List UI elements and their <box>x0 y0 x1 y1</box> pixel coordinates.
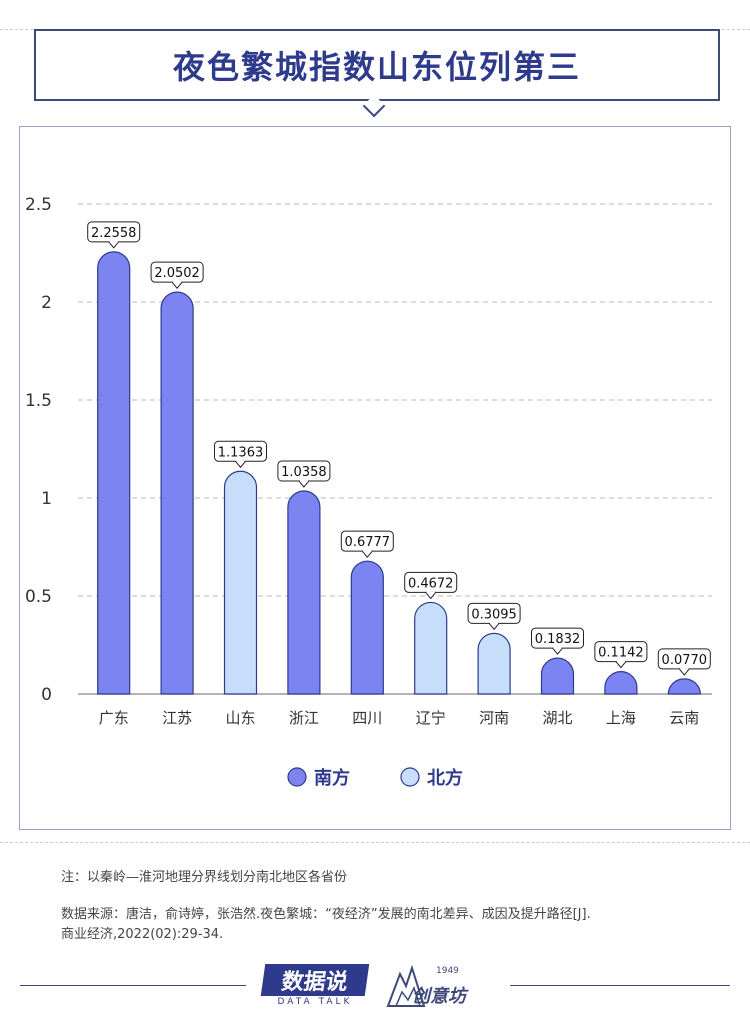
legend-swatch <box>287 767 307 787</box>
bar <box>414 601 448 695</box>
chuangyifang-year: 1949 <box>436 966 459 976</box>
note-text: 注：以秦岭—淮河地理分界线划分南北地区各省份 <box>61 870 348 885</box>
x-tick-label: 湖北 <box>542 709 572 727</box>
value-label-pointer <box>171 281 183 289</box>
x-tick-label: 辽宁 <box>416 709 446 727</box>
x-tick-label: 江苏 <box>162 709 192 727</box>
bar <box>97 251 131 695</box>
data-talk-logo-subtext: DATA TALK <box>277 997 353 1007</box>
mountain-icon <box>386 964 426 1007</box>
data-label: 1.1363 <box>218 445 264 460</box>
footer-rule-left <box>20 985 246 986</box>
data-label: 0.1832 <box>535 632 581 647</box>
y-tick-label: 2.5 <box>25 195 52 215</box>
y-tick-label: 1 <box>41 489 52 509</box>
bar <box>287 490 321 695</box>
bar-chart: 0 0.5 1 1.5 2 2.5 2.2558 广东 2.0502 江苏 1.1363 山东 1.03… <box>25 195 712 789</box>
x-tick-label: 上海 <box>606 709 636 727</box>
chuangyifang-text: 创意坊 <box>412 986 466 1007</box>
data-label: 0.0770 <box>662 653 708 668</box>
x-tick-label: 广东 <box>99 709 129 727</box>
bar <box>223 470 258 695</box>
page-title: 夜色繁城指数山东位列第三 <box>172 48 581 86</box>
bar <box>350 560 384 695</box>
source-text-line2: 商业经济,2022(02):29-34. <box>61 927 224 942</box>
x-tick-label: 山东 <box>225 709 255 727</box>
bar <box>477 632 511 695</box>
data-talk-logo: 数据说 DATA TALK <box>260 964 370 1010</box>
y-tick-label: 0.5 <box>25 587 52 607</box>
value-label-pointer <box>298 480 310 488</box>
data-label: 2.2558 <box>91 226 137 241</box>
value-label-pointer <box>425 592 437 600</box>
legend-label: 南方 <box>314 767 350 789</box>
data-label: 0.1142 <box>598 646 644 661</box>
x-tick-label: 浙江 <box>289 709 319 727</box>
data-label: 0.6777 <box>345 535 391 550</box>
x-tick-label: 四川 <box>352 709 382 727</box>
value-label-pointer <box>552 647 563 655</box>
value-label-pointer <box>678 668 690 676</box>
value-label-pointer <box>615 661 627 669</box>
title-banner: 夜色繁城指数山东位列第三 <box>34 29 720 101</box>
legend-swatch <box>400 767 420 787</box>
bar <box>604 671 638 695</box>
y-tick-label: 1.5 <box>25 391 52 411</box>
y-tick-label: 0 <box>41 685 52 705</box>
x-tick-label: 云南 <box>669 709 699 727</box>
bar <box>160 291 194 695</box>
data-label: 0.4672 <box>408 576 454 591</box>
legend-label: 北方 <box>427 767 463 789</box>
section-divider <box>0 842 750 843</box>
data-label: 2.0502 <box>154 266 200 281</box>
data-label: 0.3095 <box>471 607 517 622</box>
value-label-pointer <box>235 460 246 469</box>
value-label-pointer <box>108 241 120 249</box>
chuangyifang-logo: 1949 创意坊 <box>386 960 496 1008</box>
value-label-pointer <box>361 550 373 558</box>
data-talk-logo-text: 数据说 <box>260 964 370 996</box>
chart-panel: 0 0.5 1 1.5 2 2.5 2.2558 广东 2.0502 江苏 1.1363 山东 1.03… <box>19 126 731 830</box>
x-tick-label: 河南 <box>479 709 509 727</box>
source-text-line1: 数据来源：唐洁，俞诗婷，张浩然.夜色繁城：“夜经济”发展的南北差异、成因及提升路… <box>61 907 591 922</box>
bar <box>667 678 701 695</box>
bar <box>540 657 575 695</box>
y-tick-label: 2 <box>41 293 52 313</box>
data-label: 1.0358 <box>281 465 327 480</box>
value-label-pointer <box>488 623 500 631</box>
footer-rule-right <box>510 985 730 986</box>
